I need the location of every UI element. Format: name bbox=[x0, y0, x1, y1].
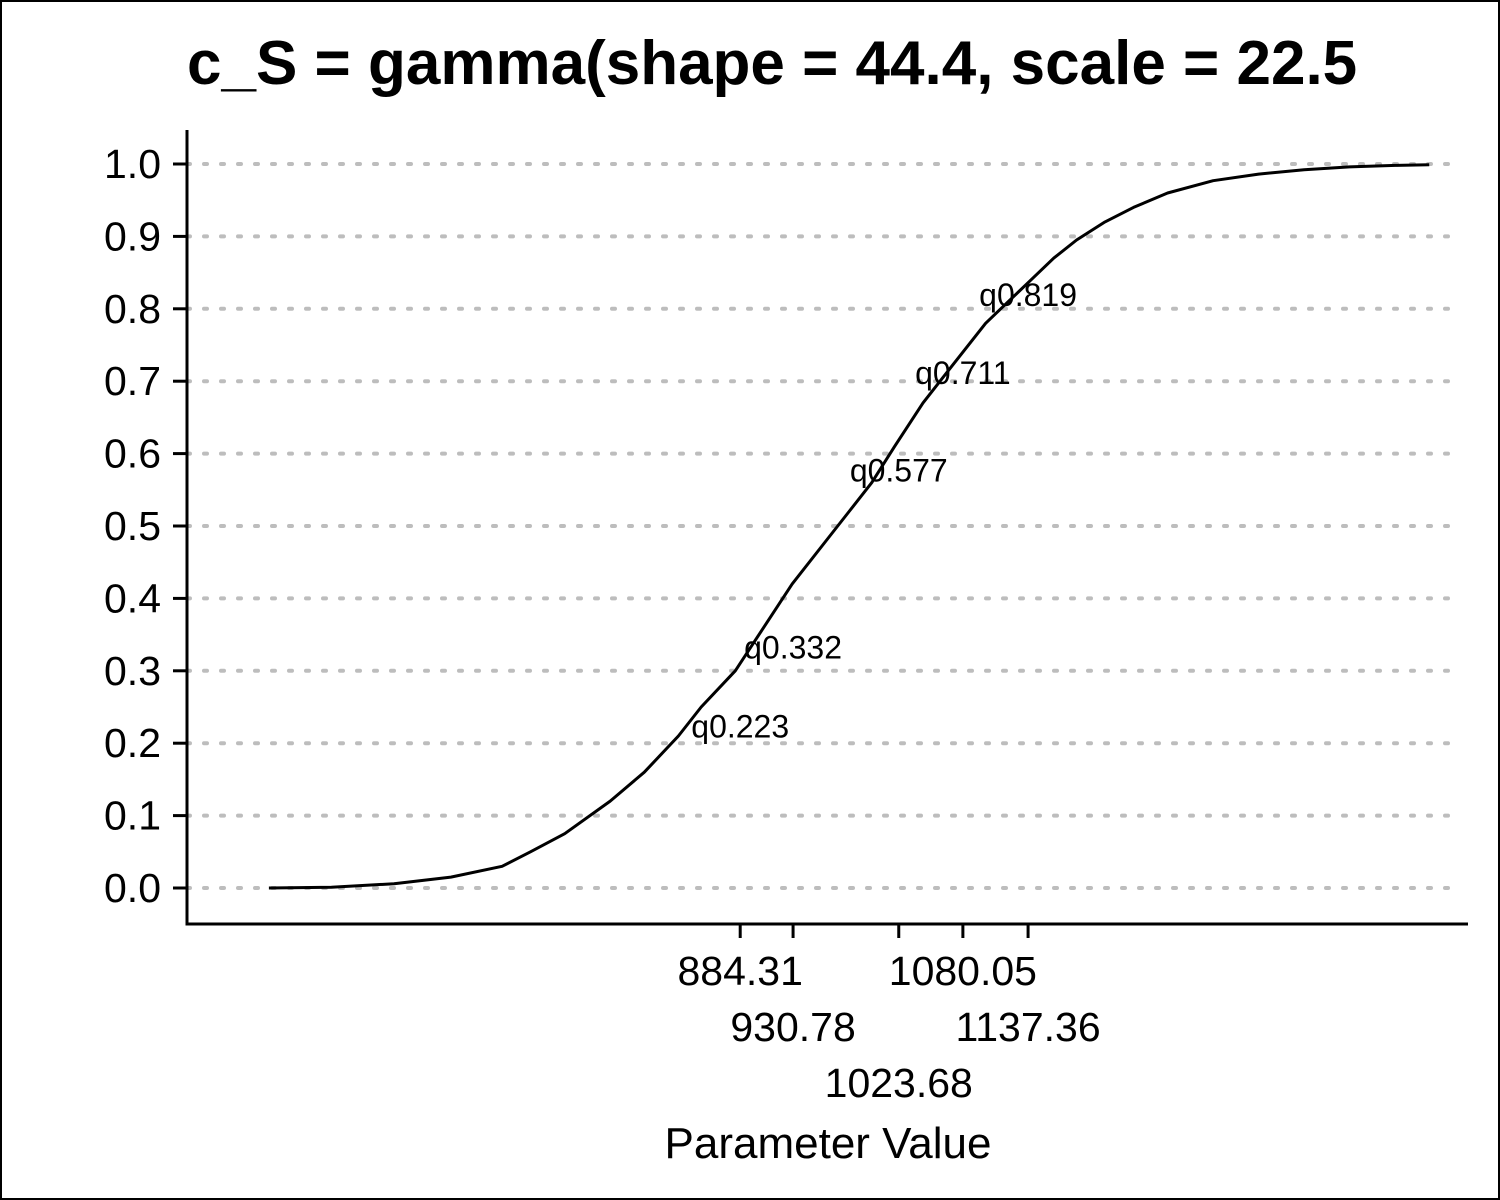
y-tick-label: 0.0 bbox=[104, 865, 161, 911]
grid-layer bbox=[185, 162, 1458, 890]
quantile-label: q0.711 bbox=[915, 355, 1011, 391]
x-tick-label: 884.31 bbox=[678, 948, 803, 994]
quantile-label: q0.223 bbox=[691, 709, 789, 745]
y-tick-label: 0.7 bbox=[104, 358, 161, 404]
y-tick-label: 1.0 bbox=[104, 141, 161, 187]
y-tick-label: 0.6 bbox=[104, 431, 161, 477]
x-tick-label: 930.78 bbox=[730, 1004, 855, 1050]
y-tick-label: 0.8 bbox=[104, 286, 161, 332]
series-layer bbox=[268, 163, 1430, 890]
x-axis-title: Parameter Value bbox=[665, 1119, 992, 1168]
x-tick-label: 1137.36 bbox=[955, 1004, 1100, 1050]
axes-layer: 0.0 0.1 0.2 0.3 0.4 0.5 0.6 0.7 0.8 0.9 1.0 884.31 9… bbox=[104, 130, 1468, 1106]
annotation-layer: q0.223 q0.332 q0.577 q0.711 q0.819 bbox=[691, 277, 1077, 745]
quantile-label: q0.332 bbox=[744, 630, 842, 666]
x-tick-label: 1080.05 bbox=[889, 948, 1037, 994]
y-tick-label: 0.3 bbox=[104, 648, 161, 694]
cdf-line bbox=[268, 163, 1430, 890]
chart-title: c_S = gamma(shape = 44.4, scale = 22.5 bbox=[187, 29, 1357, 98]
quantile-label: q0.577 bbox=[850, 452, 948, 488]
y-tick-label: 0.2 bbox=[104, 720, 161, 766]
quantile-label: q0.819 bbox=[979, 277, 1077, 313]
x-tick-label: 1023.68 bbox=[825, 1060, 973, 1106]
y-tick-label: 0.5 bbox=[104, 503, 161, 549]
y-tick-label: 0.9 bbox=[104, 213, 161, 259]
y-tick-label: 0.1 bbox=[104, 793, 161, 839]
y-tick-label: 0.4 bbox=[104, 575, 161, 621]
